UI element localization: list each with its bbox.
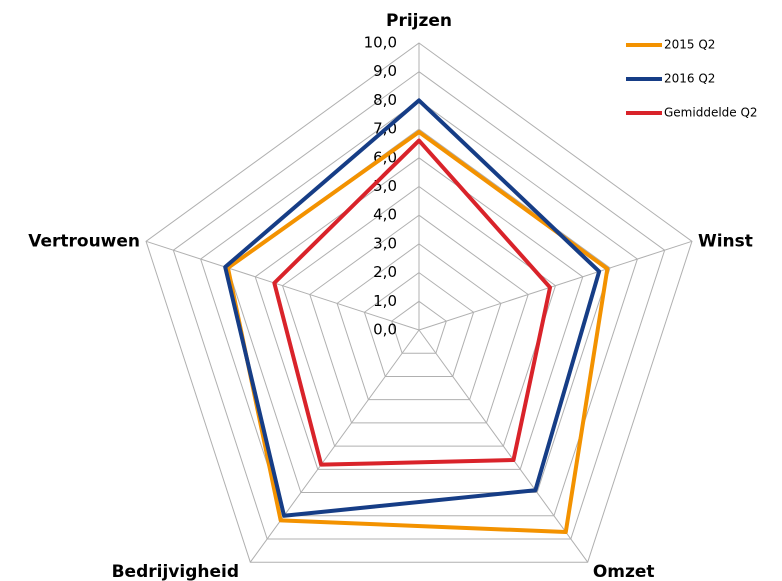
r-tick-label: 9,0 [373, 62, 397, 80]
legend-label: 2016 Q2 [664, 72, 715, 86]
category-label: Omzet [593, 562, 655, 581]
category-label: Vertrouwen [28, 231, 140, 251]
r-tick-label: 10,0 [364, 34, 397, 52]
series-line [225, 129, 610, 535]
grid-ring [172, 71, 666, 540]
legend-label: Gemiddelde Q2 [664, 106, 758, 120]
grid-ring [200, 99, 638, 517]
spoke [145, 240, 420, 331]
grid-ring [145, 42, 693, 563]
series-line [223, 98, 602, 518]
spoke [249, 329, 420, 563]
category-label: Bedrijvigheid [112, 562, 239, 581]
category-label: Winst [698, 231, 753, 251]
grid-ring [391, 300, 447, 354]
r-tick-label: 4,0 [373, 206, 397, 224]
grid-ring [309, 214, 529, 424]
legend-label: 2015 Q2 [664, 38, 715, 52]
grid-ring [336, 243, 502, 401]
grid-ring [254, 157, 584, 470]
spoke [418, 329, 589, 563]
r-tick-label: 3,0 [373, 234, 397, 252]
series-line [272, 138, 553, 467]
spoke [418, 240, 693, 331]
r-tick-label: 8,0 [373, 91, 397, 109]
r-tick-label: 1,0 [373, 292, 397, 310]
grid-ring [363, 271, 475, 377]
r-tick-label: 2,0 [373, 263, 397, 281]
r-tick-label: 0,0 [373, 321, 397, 339]
category-label: Prijzen [386, 11, 452, 31]
